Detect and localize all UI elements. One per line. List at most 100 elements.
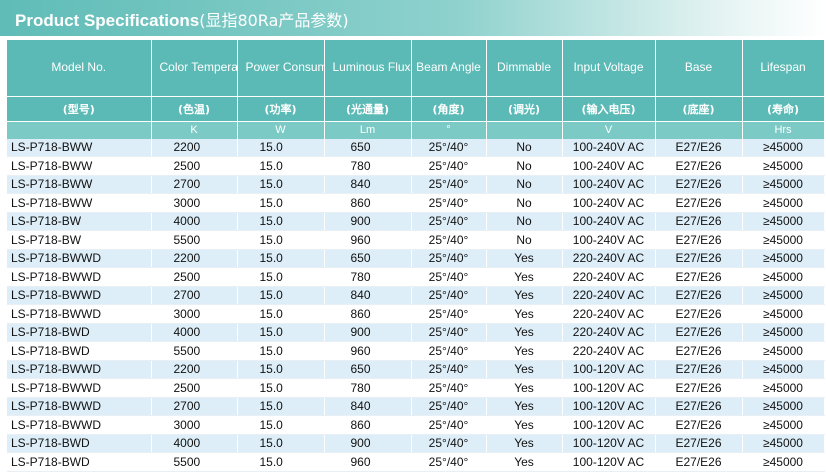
voltage-cell: 100-120V AC	[562, 397, 656, 416]
lifespan-cell: ≥45000	[742, 415, 825, 435]
col-header-power: Power Consumption	[237, 40, 325, 96]
beam-angle-cell: 25°/40°	[411, 267, 487, 287]
color-temp-cell: 5500	[151, 341, 238, 361]
voltage-cell: 100-120V AC	[562, 452, 656, 472]
color-temp-cell: 3000	[151, 193, 238, 213]
voltage-cell: 100-240V AC	[562, 212, 656, 231]
flux-cell: 780	[324, 378, 412, 398]
flux-cell: 900	[324, 212, 412, 231]
power-cell: 15.0	[237, 267, 325, 287]
dimmable-cell: No	[486, 230, 563, 250]
lifespan-cell: ≥45000	[742, 341, 825, 361]
beam-angle-cell: 25°/40°	[411, 415, 487, 435]
lifespan-cell: ≥45000	[742, 434, 825, 453]
color-temp-cell: 2500	[151, 378, 238, 398]
beam-angle-cell: 25°/40°	[411, 249, 487, 268]
power-cell: 15.0	[237, 304, 325, 324]
dimmable-cell: No	[486, 175, 563, 194]
flux-cell: 780	[324, 267, 412, 287]
color-temp-cell: 2500	[151, 156, 238, 176]
voltage-cell: 100-120V AC	[562, 378, 656, 398]
power-cell: 15.0	[237, 249, 325, 268]
beam-angle-cell: 25°/40°	[411, 341, 487, 361]
lifespan-cell: ≥45000	[742, 452, 825, 472]
base-cell: E27/E26	[655, 286, 743, 305]
flux-cell: 650	[324, 249, 412, 268]
unit-row: K W Lm ° V Hrs	[7, 120, 825, 139]
beam-angle-cell: 25°/40°	[411, 397, 487, 416]
flux-cell: 780	[324, 156, 412, 176]
table-row: LS-P718-BWWD 2500 15.0 780 25°/40° Yes 100-120…	[7, 378, 825, 398]
col-header-cn: (底座)	[655, 95, 743, 121]
col-header-color-temp: Color Temperature	[151, 40, 238, 96]
dimmable-cell: Yes	[486, 397, 563, 416]
table-row: LS-P718-BWWD 2200 15.0 650 25°/40° Yes 100-120…	[7, 360, 825, 379]
base-cell: E27/E26	[655, 323, 743, 342]
base-cell: E27/E26	[655, 341, 743, 361]
power-cell: 15.0	[237, 212, 325, 231]
base-cell: E27/E26	[655, 156, 743, 176]
model-cell: LS-P718-BWWD	[7, 267, 152, 287]
beam-angle-cell: 25°/40°	[411, 304, 487, 324]
header-row: Model No. Color Temperature Power Consum…	[7, 40, 825, 96]
model-cell: LS-P718-BWD	[7, 323, 152, 342]
color-temp-cell: 4000	[151, 212, 238, 231]
lifespan-cell: ≥45000	[742, 304, 825, 324]
table-row: LS-P718-BW 4000 15.0 900 25°/40° No 100-240V A…	[7, 212, 825, 231]
spec-table: Model No. Color Temperature Power Consum…	[7, 40, 825, 472]
table-row: LS-P718-BWW 2700 15.0 840 25°/40° No 100-240V …	[7, 175, 825, 194]
power-cell: 15.0	[237, 156, 325, 176]
beam-angle-cell: 25°/40°	[411, 452, 487, 472]
dimmable-cell: Yes	[486, 249, 563, 268]
dimmable-cell: No	[486, 138, 563, 157]
table-row: LS-P718-BWWD 2700 15.0 840 25°/40° Yes 100-120…	[7, 397, 825, 416]
model-cell: LS-P718-BWWD	[7, 415, 152, 435]
model-cell: LS-P718-BWWD	[7, 360, 152, 379]
base-cell: E27/E26	[655, 193, 743, 213]
power-cell: 15.0	[237, 378, 325, 398]
model-cell: LS-P718-BW	[7, 212, 152, 231]
table-row: LS-P718-BWWD 3000 15.0 860 25°/40° Yes 100-120…	[7, 415, 825, 435]
flux-cell: 900	[324, 323, 412, 342]
col-header-voltage: Input Voltage	[562, 40, 656, 96]
power-cell: 15.0	[237, 452, 325, 472]
flux-cell: 960	[324, 452, 412, 472]
flux-cell: 900	[324, 434, 412, 453]
model-cell: LS-P718-BWWD	[7, 378, 152, 398]
lifespan-cell: ≥45000	[742, 249, 825, 268]
title-bar: Product Specifications(显指80Ra产品参数)	[0, 0, 826, 36]
power-cell: 15.0	[237, 138, 325, 157]
base-cell: E27/E26	[655, 452, 743, 472]
unit-cell: Hrs	[742, 120, 825, 139]
color-temp-cell: 3000	[151, 304, 238, 324]
dimmable-cell: Yes	[486, 452, 563, 472]
lifespan-cell: ≥45000	[742, 286, 825, 305]
voltage-cell: 100-240V AC	[562, 230, 656, 250]
flux-cell: 960	[324, 341, 412, 361]
voltage-cell: 220-240V AC	[562, 341, 656, 361]
unit-cell: K	[151, 120, 238, 139]
color-temp-cell: 2700	[151, 397, 238, 416]
voltage-cell: 100-120V AC	[562, 434, 656, 453]
table-row: LS-P718-BWD 5500 15.0 960 25°/40° Yes 220-240V…	[7, 341, 825, 361]
lifespan-cell: ≥45000	[742, 267, 825, 287]
voltage-cell: 220-240V AC	[562, 323, 656, 342]
color-temp-cell: 4000	[151, 434, 238, 453]
color-temp-cell: 2200	[151, 249, 238, 268]
table-row: LS-P718-BWW 2500 15.0 780 25°/40° No 100-240V …	[7, 156, 825, 176]
dimmable-cell: Yes	[486, 360, 563, 379]
model-cell: LS-P718-BWWD	[7, 286, 152, 305]
voltage-cell: 100-240V AC	[562, 156, 656, 176]
power-cell: 15.0	[237, 434, 325, 453]
col-header-cn: (光通量)	[324, 95, 412, 121]
table-row: LS-P718-BWWD 2700 15.0 840 25°/40° Yes 220-240…	[7, 286, 825, 305]
dimmable-cell: Yes	[486, 434, 563, 453]
col-header-flux: Luminous Flux	[324, 40, 412, 96]
model-cell: LS-P718-BWW	[7, 175, 152, 194]
color-temp-cell: 2200	[151, 138, 238, 157]
base-cell: E27/E26	[655, 212, 743, 231]
col-header-cn: (调光)	[486, 95, 563, 121]
beam-angle-cell: 25°/40°	[411, 323, 487, 342]
base-cell: E27/E26	[655, 415, 743, 435]
header-row-cn: (型号) (色温) (功率) (光通量) (角度) (调光) (输入电压) (底…	[7, 95, 825, 121]
